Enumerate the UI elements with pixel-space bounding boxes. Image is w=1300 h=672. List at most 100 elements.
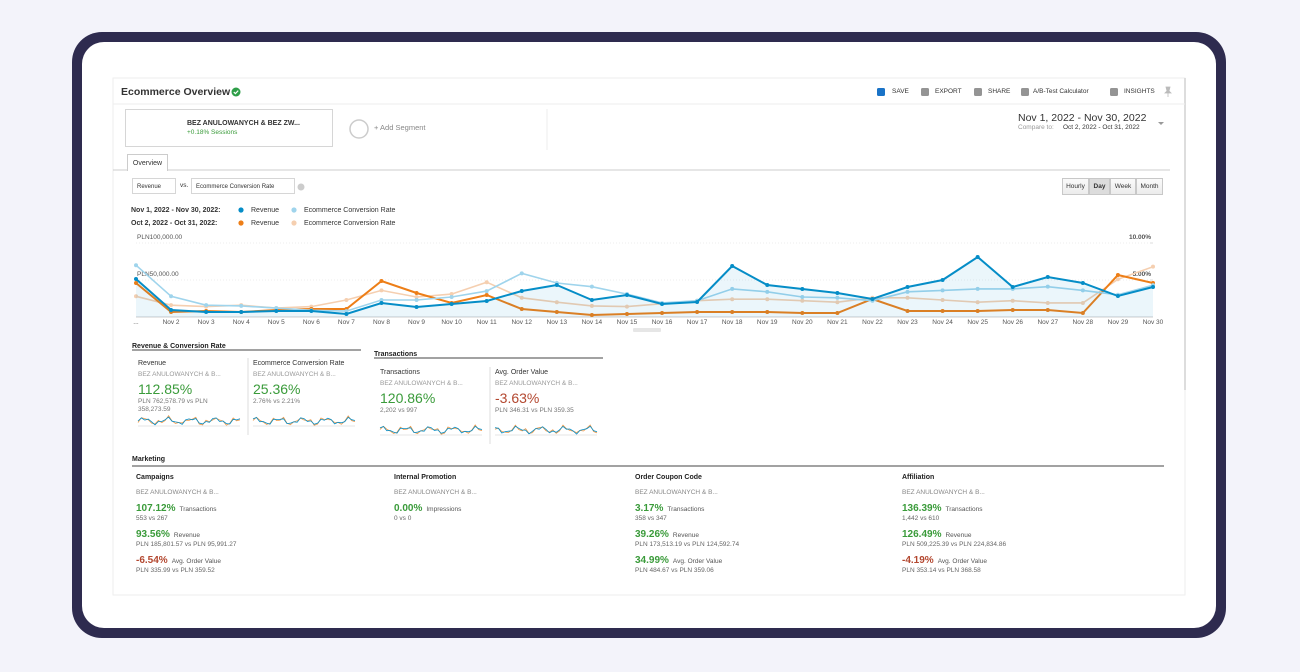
point [134, 277, 138, 282]
line [135, 255, 1154, 316]
point [1151, 264, 1155, 269]
point [484, 299, 489, 304]
point [519, 271, 524, 276]
point [169, 303, 174, 308]
point [624, 311, 629, 316]
item-metric: Revenue [672, 531, 699, 539]
granularity-button[interactable]: Month [1136, 178, 1163, 195]
x-tick-label: Nov 16 [652, 319, 673, 326]
action-button[interactable]: SAVE [892, 88, 909, 95]
compare-range: Oct 2, 2022 - Oct 31, 2022 [1063, 124, 1140, 131]
point [1080, 300, 1085, 305]
point [589, 303, 594, 308]
action-button[interactable]: EXPORT [935, 88, 962, 95]
granularity-button[interactable]: Week [1110, 178, 1136, 195]
item-detail: PLN 185,801.57 vs PLN 95,991.27 [136, 541, 237, 548]
action-button[interactable]: A/B-Test Calculator [1033, 88, 1089, 95]
y-tick-label: PLN100,000.00 [137, 234, 183, 241]
point [484, 280, 489, 285]
point [1115, 277, 1120, 282]
point [204, 309, 209, 314]
sparkline [379, 425, 483, 434]
legend-marker [238, 220, 244, 226]
item-change: 107.12% [136, 503, 176, 514]
x-tick-label: Nov 6 [303, 319, 320, 326]
point [730, 297, 735, 302]
point [274, 306, 279, 311]
column-segment: BEZ ANULOWANYCH & B... [394, 489, 477, 496]
granularity-button[interactable]: Day [1089, 178, 1110, 195]
action-icon [1021, 88, 1029, 96]
item-detail: PLN 335.99 vs PLN 359.52 [136, 567, 215, 574]
legend-period: Oct 2, 2022 - Oct 31, 2022: [131, 220, 218, 227]
point [344, 311, 349, 316]
point [554, 300, 559, 305]
x-tick-label: Nov 7 [338, 319, 355, 326]
sparkline [252, 416, 356, 425]
x-tick-label: Nov 25 [967, 319, 988, 326]
metric-dropdown[interactable]: Ecommerce Conversion Rate [191, 178, 295, 194]
y-tick-label: PLN50,000.00 [137, 271, 179, 278]
point [1045, 307, 1050, 312]
x-tick-label: Nov 30 [1143, 319, 1164, 326]
point [870, 297, 875, 302]
point [800, 311, 805, 316]
legend-entry: Ecommerce Conversion Rate [304, 219, 396, 227]
point [660, 301, 665, 306]
point [169, 307, 174, 312]
x-tick-label: Nov 9 [408, 319, 425, 326]
section-title: Revenue & Conversion Rate [132, 343, 226, 350]
granularity-button[interactable]: Hourly [1062, 178, 1089, 195]
card-detail: 2.76% vs 2.21% [253, 398, 300, 405]
point [835, 311, 840, 316]
x-tick-label: Nov 14 [582, 319, 603, 326]
item-detail: PLN 173,513.19 vs PLN 124,592.74 [635, 541, 740, 548]
section-title: Marketing [132, 456, 166, 463]
x-tick-label: Nov 15 [617, 319, 638, 326]
add-segment[interactable]: + Add Segment [374, 123, 426, 132]
x-tick-label: Nov 22 [862, 319, 883, 326]
x-tick-label: Nov 17 [687, 319, 708, 326]
column-title: Internal Promotion [394, 474, 457, 481]
point [695, 299, 700, 304]
point [414, 305, 419, 310]
item-change: 3.17% [635, 503, 664, 514]
metric-dropdown[interactable]: Revenue [132, 178, 176, 194]
x-tick-label: Nov 24 [932, 319, 953, 326]
point [274, 309, 279, 314]
item-detail: 1,442 vs 610 [902, 515, 940, 522]
point [414, 291, 419, 296]
item-metric: Transactions [179, 505, 217, 513]
card-metric: Revenue [138, 360, 167, 367]
point [800, 295, 805, 300]
x-tick-label: Nov 27 [1037, 319, 1058, 326]
action-button[interactable]: SHARE [988, 88, 1011, 95]
point [1045, 275, 1050, 280]
column-title: Affiliation [902, 474, 935, 481]
item-change: -4.19% [902, 555, 934, 566]
x-tick-label: Nov 8 [373, 319, 390, 326]
point [1045, 284, 1050, 289]
point [589, 297, 594, 302]
card-detail: PLN 762,578.79 vs PLN 358,273.59 [138, 398, 208, 414]
action-button[interactable]: INSIGHTS [1124, 88, 1155, 95]
compare-label: Compare to: [1018, 124, 1054, 131]
point [1115, 293, 1120, 298]
tab[interactable]: Overview [127, 154, 168, 171]
item-change: 126.49% [902, 529, 942, 540]
y2-tick-label: 5.00% [1133, 271, 1152, 278]
add-segment-ring [349, 119, 369, 139]
point [624, 293, 629, 298]
point [344, 297, 349, 302]
item-metric: Avg. Order Value [171, 557, 221, 565]
date-range[interactable]: Nov 1, 2022 - Nov 30, 2022 [1018, 112, 1147, 124]
x-tick-label: Nov 29 [1108, 319, 1129, 326]
x-tick-label: Nov 18 [722, 319, 743, 326]
area [136, 257, 1153, 317]
legend-marker [238, 207, 244, 213]
x-tick-label: Nov 21 [827, 319, 848, 326]
item-change: 136.39% [902, 503, 942, 514]
x-tick-label: Nov 28 [1073, 319, 1094, 326]
